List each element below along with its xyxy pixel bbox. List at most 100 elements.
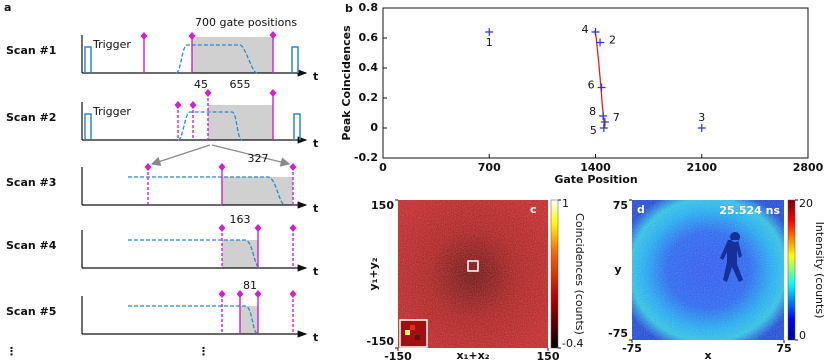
- y-tick-label: 0.6: [359, 31, 379, 44]
- gate-marker-head: [269, 89, 277, 97]
- ellipsis: ⋮: [198, 345, 209, 358]
- scan-label: Scan #5: [6, 305, 56, 318]
- gate-window: [222, 177, 293, 205]
- y-axis-label: y: [614, 263, 621, 276]
- point-label: 3: [698, 111, 705, 124]
- time-axis-label: t: [313, 202, 318, 215]
- x-tick-label: 2100: [686, 161, 717, 174]
- gate-marker-head: [236, 290, 244, 298]
- y-tick-label: 75: [613, 199, 628, 212]
- gate-marker-head: [269, 31, 277, 39]
- gate-marker-head: [218, 163, 226, 171]
- trigger-pulse: [293, 113, 301, 140]
- point: [597, 83, 606, 92]
- signal-curve: [128, 305, 259, 335]
- gate-marker-head: [189, 101, 197, 109]
- time-axis-label: t: [313, 331, 318, 344]
- scan-label: Scan #4: [6, 239, 57, 252]
- gate-window: [222, 240, 258, 268]
- gate-marker-head: [254, 224, 262, 232]
- y-tick-label: 150: [371, 199, 394, 212]
- point: [596, 38, 605, 47]
- gate-marker-head: [188, 32, 196, 40]
- colorbar-tick-label: 0: [799, 329, 806, 342]
- arrow: [211, 144, 291, 167]
- y-tick-label: 0: [370, 121, 378, 134]
- x-tick-label: 0: [379, 161, 387, 174]
- trigger-label: Trigger: [92, 38, 131, 51]
- point: [591, 28, 600, 36]
- y-tick-label: -75: [608, 327, 628, 340]
- y-axis-label: Peak Coincidences: [340, 25, 353, 141]
- image-noise: [632, 200, 784, 340]
- colorbar-label: Intensity (counts): [813, 222, 826, 319]
- ellipsis: ⋮: [6, 345, 17, 358]
- inset-pixel: [405, 330, 410, 335]
- panel-label: d: [637, 203, 645, 216]
- time-axis-label: t: [313, 265, 318, 278]
- y-axis-label: y₁+y₂: [367, 257, 380, 290]
- gate-marker-head: [289, 290, 297, 298]
- trigger-pulse: [291, 46, 299, 73]
- signal-curve: [128, 239, 261, 269]
- x-axis-label: x: [704, 349, 711, 362]
- inset: [399, 319, 428, 348]
- point-label: 5: [590, 124, 597, 137]
- colorbar-tick-label: 20: [799, 197, 813, 210]
- count-label: 45: [194, 78, 208, 91]
- scan-label: Scan #3: [6, 176, 56, 189]
- y-tick-label: 0.4: [359, 61, 379, 74]
- point: [485, 28, 494, 36]
- signal-curve: [177, 111, 243, 141]
- colorbar: [550, 199, 559, 349]
- count-label: 163: [230, 213, 251, 226]
- x-tick-label: 2800: [793, 161, 824, 174]
- y-tick-label: -0.2: [354, 151, 378, 164]
- gate-window: [192, 37, 273, 73]
- panel-label: c: [530, 203, 537, 216]
- gate-marker-head: [254, 290, 262, 298]
- inset-pixel: [415, 335, 420, 340]
- gate-marker-head: [218, 290, 226, 298]
- scan-label: Scan #2: [6, 111, 56, 124]
- time-axis-label: t: [313, 137, 318, 150]
- roi-box: [467, 260, 479, 272]
- fit-curve: [594, 30, 606, 129]
- gate-marker-head: [289, 224, 297, 232]
- trigger-pulse: [84, 113, 92, 140]
- colorbar-tick-label: 1: [562, 197, 569, 210]
- point-label: 4: [582, 23, 589, 36]
- point: [599, 112, 608, 120]
- signal-curve: [175, 44, 258, 74]
- x-tick-label: 700: [478, 161, 501, 174]
- timing-diagram: Scan #1 t Trigger 700 gate positions Scan #2…: [6, 16, 318, 344]
- gate-marker-head: [289, 163, 297, 171]
- point-label: 2: [609, 34, 616, 47]
- point-label: 8: [589, 105, 596, 118]
- point: [599, 124, 608, 132]
- x-tick-label: 75: [776, 342, 791, 355]
- time-axis-label: t: [313, 70, 318, 83]
- gate-marker-head: [174, 101, 182, 109]
- point: [600, 118, 609, 126]
- arrow: [150, 144, 211, 166]
- colorbar: [787, 199, 796, 341]
- colorbar-label: Coincidences (counts): [573, 213, 586, 335]
- x-tick-label: -150: [384, 350, 412, 363]
- point: [697, 124, 706, 132]
- gate-label: 700 gate positions: [195, 16, 297, 29]
- panel-label: a: [4, 1, 11, 14]
- x-tick-label: 1400: [580, 161, 611, 174]
- x-axis-label: Gate Position: [554, 173, 637, 186]
- trigger-pulse: [84, 46, 92, 73]
- gate-marker-head: [218, 224, 226, 232]
- point-label: 1: [486, 36, 493, 49]
- gate-marker-head: [140, 32, 148, 40]
- image-axes: -75 75 -75 75 0 20: [608, 197, 813, 355]
- trigger-label: Trigger: [92, 105, 131, 118]
- gate-marker-head: [144, 163, 152, 171]
- x-tick-label: -75: [622, 342, 642, 355]
- scatter-plot: 0 700 1400 2100 2800-0.200.20.40.60.81 234567…: [354, 1, 824, 174]
